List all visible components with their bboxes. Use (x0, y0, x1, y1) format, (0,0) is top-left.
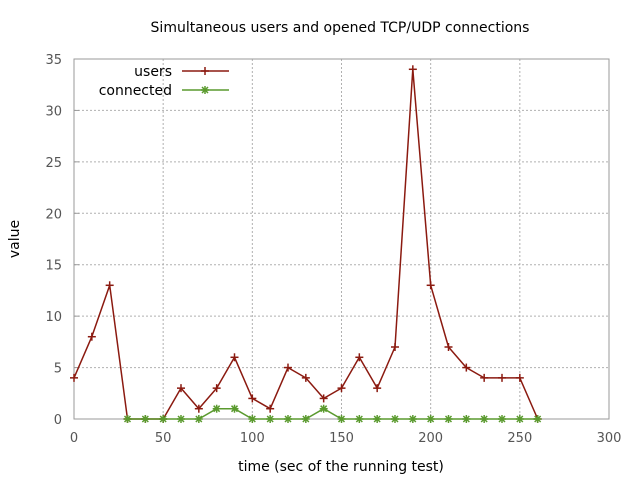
connected-point (230, 404, 239, 413)
users-point (480, 373, 489, 382)
users-point (301, 373, 310, 382)
series-users (70, 65, 542, 423)
x-axis-label: time (sec of the running test) (238, 459, 444, 475)
users-point (194, 404, 203, 413)
connected-point (123, 415, 132, 423)
users-point (177, 384, 185, 393)
y-tick-label: 5 (54, 362, 62, 377)
connected-point (444, 415, 453, 423)
users-point (319, 394, 328, 403)
users-point (373, 384, 382, 393)
users-line (73, 68, 539, 420)
x-tick-label: 200 (418, 431, 443, 446)
connected-point (284, 415, 292, 423)
users-point (462, 363, 471, 372)
users-point (391, 343, 399, 351)
y-tick-label: 20 (45, 207, 62, 222)
x-tick-label: 150 (329, 431, 354, 446)
legend-label-connected: connected (99, 83, 172, 99)
connected-point (141, 415, 150, 423)
users-point (337, 384, 346, 393)
x-tick-label: 0 (70, 431, 78, 446)
connected-point (337, 415, 346, 423)
y-axis-label: value (7, 220, 23, 258)
connected-point (533, 415, 542, 423)
users-point (284, 363, 292, 372)
connected-point (373, 415, 382, 423)
connected-point (480, 415, 489, 423)
connected-point (426, 415, 435, 423)
connected-point (248, 415, 257, 423)
y-tick-label: 25 (45, 156, 62, 171)
series-connected (123, 404, 542, 423)
users-point (70, 373, 78, 382)
legend-label-users: users (134, 64, 172, 80)
x-tick-label: 300 (597, 431, 622, 446)
legend-marker-connected (201, 86, 209, 94)
connected-point (266, 415, 275, 423)
users-point (444, 343, 453, 351)
users-point (248, 394, 257, 403)
connected-point (319, 404, 328, 413)
x-tick-label: 100 (240, 431, 265, 446)
chart-title: Simultaneous users and opened TCP/UDP co… (151, 20, 530, 36)
users-point (266, 404, 275, 413)
users-point (426, 281, 435, 290)
y-tick-label: 0 (54, 413, 62, 428)
users-point (355, 353, 364, 362)
users-point (105, 281, 114, 290)
grid (73, 58, 610, 420)
connected-point (515, 415, 524, 423)
connected-line (127, 407, 538, 420)
connected-point (159, 415, 168, 423)
users-point (87, 332, 96, 341)
users-point (498, 373, 506, 382)
users-point (212, 384, 221, 393)
tick-labels: 0 50 100 150 200 250 300 0 5 10 15 20 25 30 35 (45, 53, 621, 446)
y-tick-label: 15 (45, 259, 62, 274)
x-tick-label: 50 (155, 431, 172, 446)
connected-point (391, 415, 399, 423)
legend: users connected (99, 64, 229, 99)
series-group (70, 65, 542, 423)
connected-point (301, 415, 310, 423)
connected-point (408, 415, 417, 423)
users-point (230, 353, 239, 362)
connected-point (194, 415, 203, 423)
connected-point (462, 415, 471, 423)
x-tick-label: 250 (507, 431, 532, 446)
connected-point (177, 415, 185, 423)
y-tick-label: 30 (45, 104, 62, 119)
users-point (408, 65, 417, 74)
y-tick-label: 10 (45, 310, 62, 325)
y-tick-label: 35 (45, 53, 62, 68)
connected-point (355, 415, 364, 423)
connected-point (212, 404, 221, 413)
connected-point (498, 415, 506, 423)
users-point (515, 373, 524, 382)
legend-marker-users (201, 67, 209, 75)
